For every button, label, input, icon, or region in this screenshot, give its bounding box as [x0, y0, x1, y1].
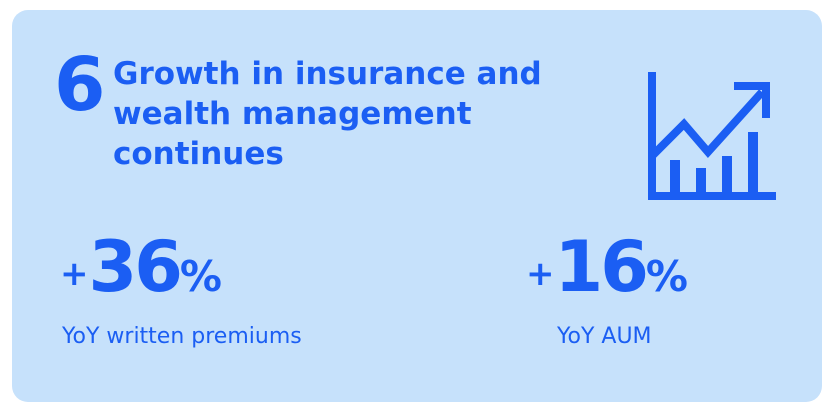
stat: +36% [60, 232, 222, 302]
title-line: Growth in insurance and [113, 56, 542, 92]
stat-value: 16 [554, 226, 649, 308]
card: 6 Growth in insurance and wealth managem… [12, 10, 822, 402]
stat-label: YoY written premiums [62, 324, 302, 349]
stat-sign: + [526, 254, 555, 294]
growth-icon [648, 72, 776, 200]
section-number: 6 [54, 42, 106, 128]
title-line: continues [113, 136, 284, 172]
stat-unit: % [179, 252, 223, 301]
title-line: wealth management [113, 96, 472, 132]
stat-unit: % [645, 252, 689, 301]
stat: +16% [526, 232, 688, 302]
stat-label: YoY AUM [557, 324, 652, 349]
title: Growth in insurance and wealth managemen… [113, 54, 542, 174]
stat-sign: + [60, 254, 89, 294]
stat-value: 36 [88, 226, 183, 308]
